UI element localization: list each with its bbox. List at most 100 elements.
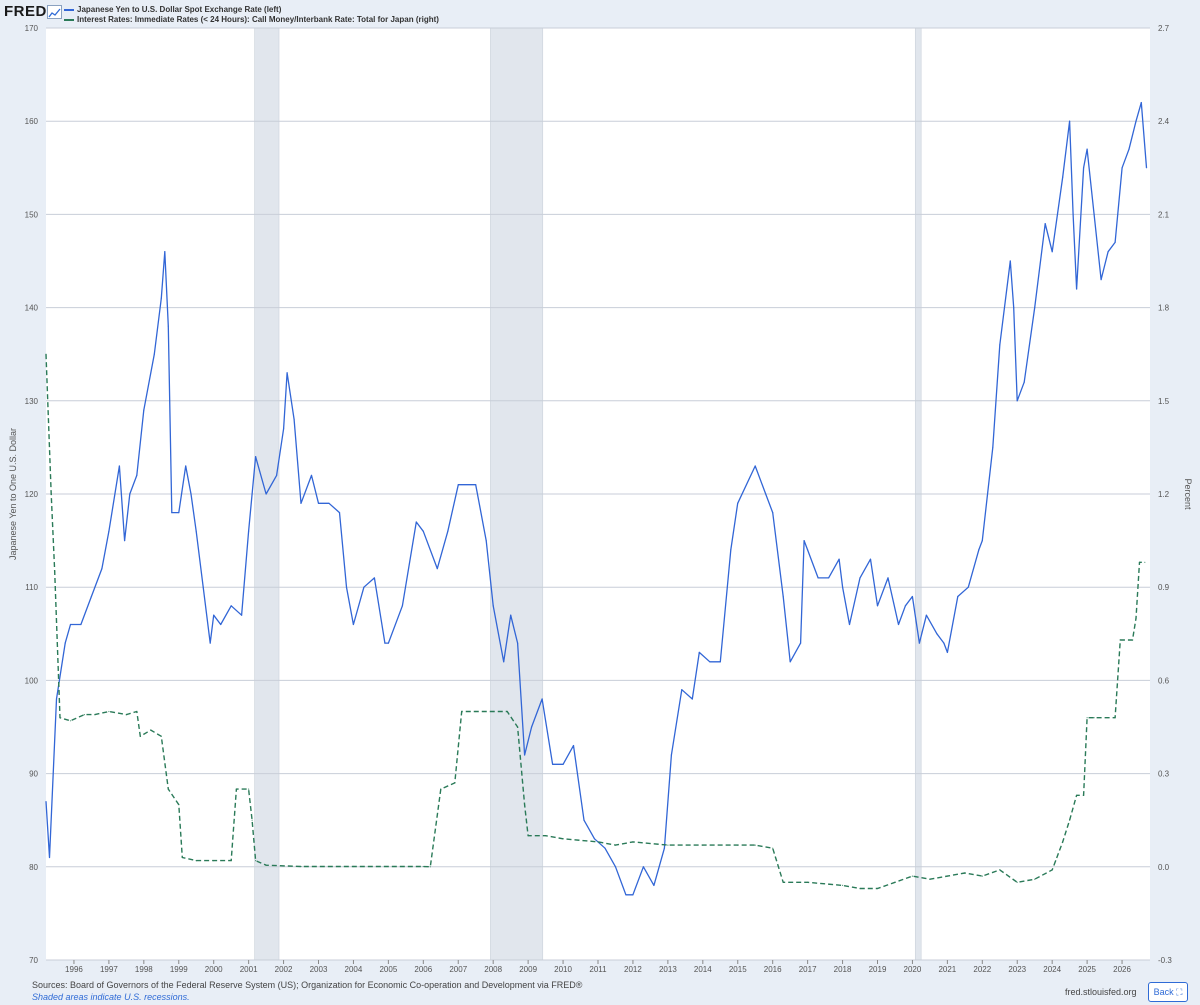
series-0-point-6 [90,595,92,598]
series-1-point-66 [1083,794,1085,796]
series-1-point-39 [597,841,599,843]
x-axis-ticks: 1996 1997 1998 1999 2000 2001 2002 2003 2004 2005… [65,960,1131,974]
right-tick-label: 1.5 [1158,397,1170,406]
recession-note: Shaded areas indicate U.S. recessions. [32,992,190,1002]
legend-swatch-call-rate [64,18,74,21]
series-0-point-130 [1121,167,1123,169]
series-1-point-3 [59,717,61,719]
series-0-point-83 [765,493,767,495]
series-0-point-20 [185,465,187,467]
series-1-point-54 [929,878,931,880]
series-0-point-90 [817,577,819,579]
series-0-point-99 [897,623,900,626]
series-0-point-114 [1013,307,1015,309]
series-1-point-2 [54,571,56,573]
series-0-point-72 [653,884,655,887]
series-1-point-57 [981,875,983,877]
series-1-point-60 [1034,878,1036,880]
series-0-point-116 [1023,381,1025,383]
series-0-point-132 [1135,120,1137,122]
series-1-point-13 [167,788,169,790]
series-0-point-88 [803,540,805,542]
series-0-point-2 [55,698,58,700]
series-0-point-98 [887,577,889,579]
left-tick-label: 140 [25,304,39,313]
left-tick-label: 110 [25,583,38,592]
series-0-point-86 [789,661,791,663]
legend-swatch-yen [64,8,74,11]
series-0-point-22 [195,530,197,532]
series-0-point-23 [202,586,204,588]
series-0-point-1 [48,856,51,859]
series-0-point-82 [754,465,756,467]
series-1-point-40 [614,844,617,846]
back-label: Back [1153,987,1174,997]
series-1-point-53 [911,875,914,877]
series-0-point-57 [510,614,512,616]
series-0-point-70 [632,894,634,896]
series-0-point-38 [317,502,320,504]
site-link[interactable]: fred.stlouisfed.org [1065,987,1137,997]
series-1-point-26 [422,865,424,868]
series-1-point-8 [125,714,127,716]
series-1-point-0 [45,353,47,355]
series-1-point-33 [506,710,508,713]
x-tick-label: 2003 [310,965,328,974]
series-1-point-59 [1016,881,1018,883]
series-0-point-35 [293,418,295,420]
series-0-point-129 [1114,241,1116,243]
right-tick-label: 1.2 [1158,490,1170,499]
series-0-point-42 [352,623,354,626]
series-1-point-52 [894,881,896,883]
series-call-rate [45,353,1146,890]
series-1-point-69 [1114,717,1116,719]
series-0-point-92 [838,558,840,560]
series-1-point-48 [807,881,809,883]
series-0-point-108 [967,586,969,588]
right-tick-label: 0.0 [1158,863,1170,872]
series-0-point-63 [562,763,564,765]
series-0-point-95 [859,577,861,579]
series-0-point-117 [1034,307,1036,309]
x-tick-label: 1999 [170,965,188,974]
back-button[interactable]: Back ⛶ [1148,982,1188,1002]
x-tick-label: 2012 [624,965,642,974]
x-tick-label: 2011 [589,965,607,974]
series-0-point-73 [663,847,666,849]
left-axis-ticks: 70 80 90 100 110 120 130 140 150 160 170 [25,24,39,965]
fred-logo[interactable]: FRED [4,3,47,20]
series-0-point-69 [625,894,627,896]
series-0-point-128 [1107,251,1109,253]
x-tick-label: 2007 [449,965,467,974]
series-1-point-14 [178,804,180,806]
series-0-point-65 [583,819,585,821]
series-0-point-101 [911,595,914,598]
series-0-point-7 [101,568,103,570]
series-0-point-115 [1016,400,1018,402]
series-lines [45,101,1148,896]
series-0-point-17 [167,325,169,327]
series-0-point-33 [283,428,285,430]
series-0-point-124 [1083,167,1085,169]
right-tick-label: 0.9 [1158,583,1170,592]
series-1-point-70 [1119,639,1121,641]
x-tick-label: 2023 [1008,965,1026,974]
series-1-point-19 [235,788,237,790]
series-1-point-28 [440,788,442,790]
x-tick-label: 2018 [834,965,852,974]
series-1-point-22 [255,860,257,862]
series-1-point-20 [248,788,250,790]
series-1-point-11 [150,729,152,731]
x-tick-label: 2013 [659,965,677,974]
expand-icon: ⛶ [1176,987,1183,997]
series-0-point-50 [436,568,438,570]
series-1-point-44 [737,844,739,846]
series-1-point-34 [517,726,519,728]
series-0-point-41 [345,586,348,588]
series-1-point-55 [946,875,949,877]
right-tick-label: -0.3 [1158,956,1172,965]
series-1-point-64 [1069,819,1071,821]
series-0-point-31 [265,493,267,495]
series-0-point-96 [869,558,872,560]
